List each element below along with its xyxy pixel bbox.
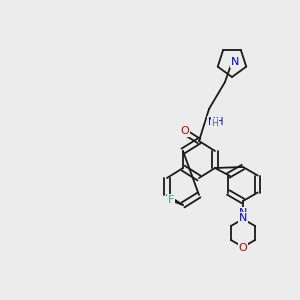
Text: O: O xyxy=(181,126,189,136)
Text: NH: NH xyxy=(208,117,224,127)
Text: N: N xyxy=(239,213,247,223)
Text: H: H xyxy=(212,118,218,127)
Text: F: F xyxy=(168,195,174,205)
Text: N: N xyxy=(231,57,239,67)
Text: O: O xyxy=(238,243,247,253)
Text: N: N xyxy=(239,208,247,218)
